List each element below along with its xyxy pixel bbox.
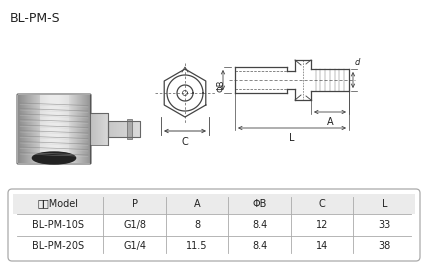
Text: ΦB: ΦB [217,80,226,92]
Text: L: L [382,199,387,209]
Text: C: C [319,199,326,209]
Ellipse shape [33,152,76,164]
Text: A: A [194,199,200,209]
Text: 型号Model: 型号Model [37,199,78,209]
Text: 8.4: 8.4 [252,241,268,251]
Text: ΦB: ΦB [253,199,267,209]
Text: BL-PM-10S: BL-PM-10S [32,220,84,230]
Text: 8: 8 [194,220,200,230]
Text: 38: 38 [379,241,391,251]
Text: d: d [355,58,360,67]
Text: BL-PM-20S: BL-PM-20S [32,241,84,251]
Text: 33: 33 [379,220,391,230]
Text: 11.5: 11.5 [187,241,208,251]
Text: 14: 14 [316,241,328,251]
Text: 8.4: 8.4 [252,220,268,230]
Text: C: C [181,137,188,147]
Bar [127,119,132,139]
Bar [13,194,415,214]
Text: G1/8: G1/8 [123,220,146,230]
Text: P: P [132,199,138,209]
Text: G1/4: G1/4 [123,241,146,251]
Text: A: A [327,117,333,127]
Text: BL-PM-S: BL-PM-S [10,12,61,25]
FancyBboxPatch shape [8,189,420,261]
Text: 12: 12 [316,220,328,230]
Text: L: L [289,133,295,143]
